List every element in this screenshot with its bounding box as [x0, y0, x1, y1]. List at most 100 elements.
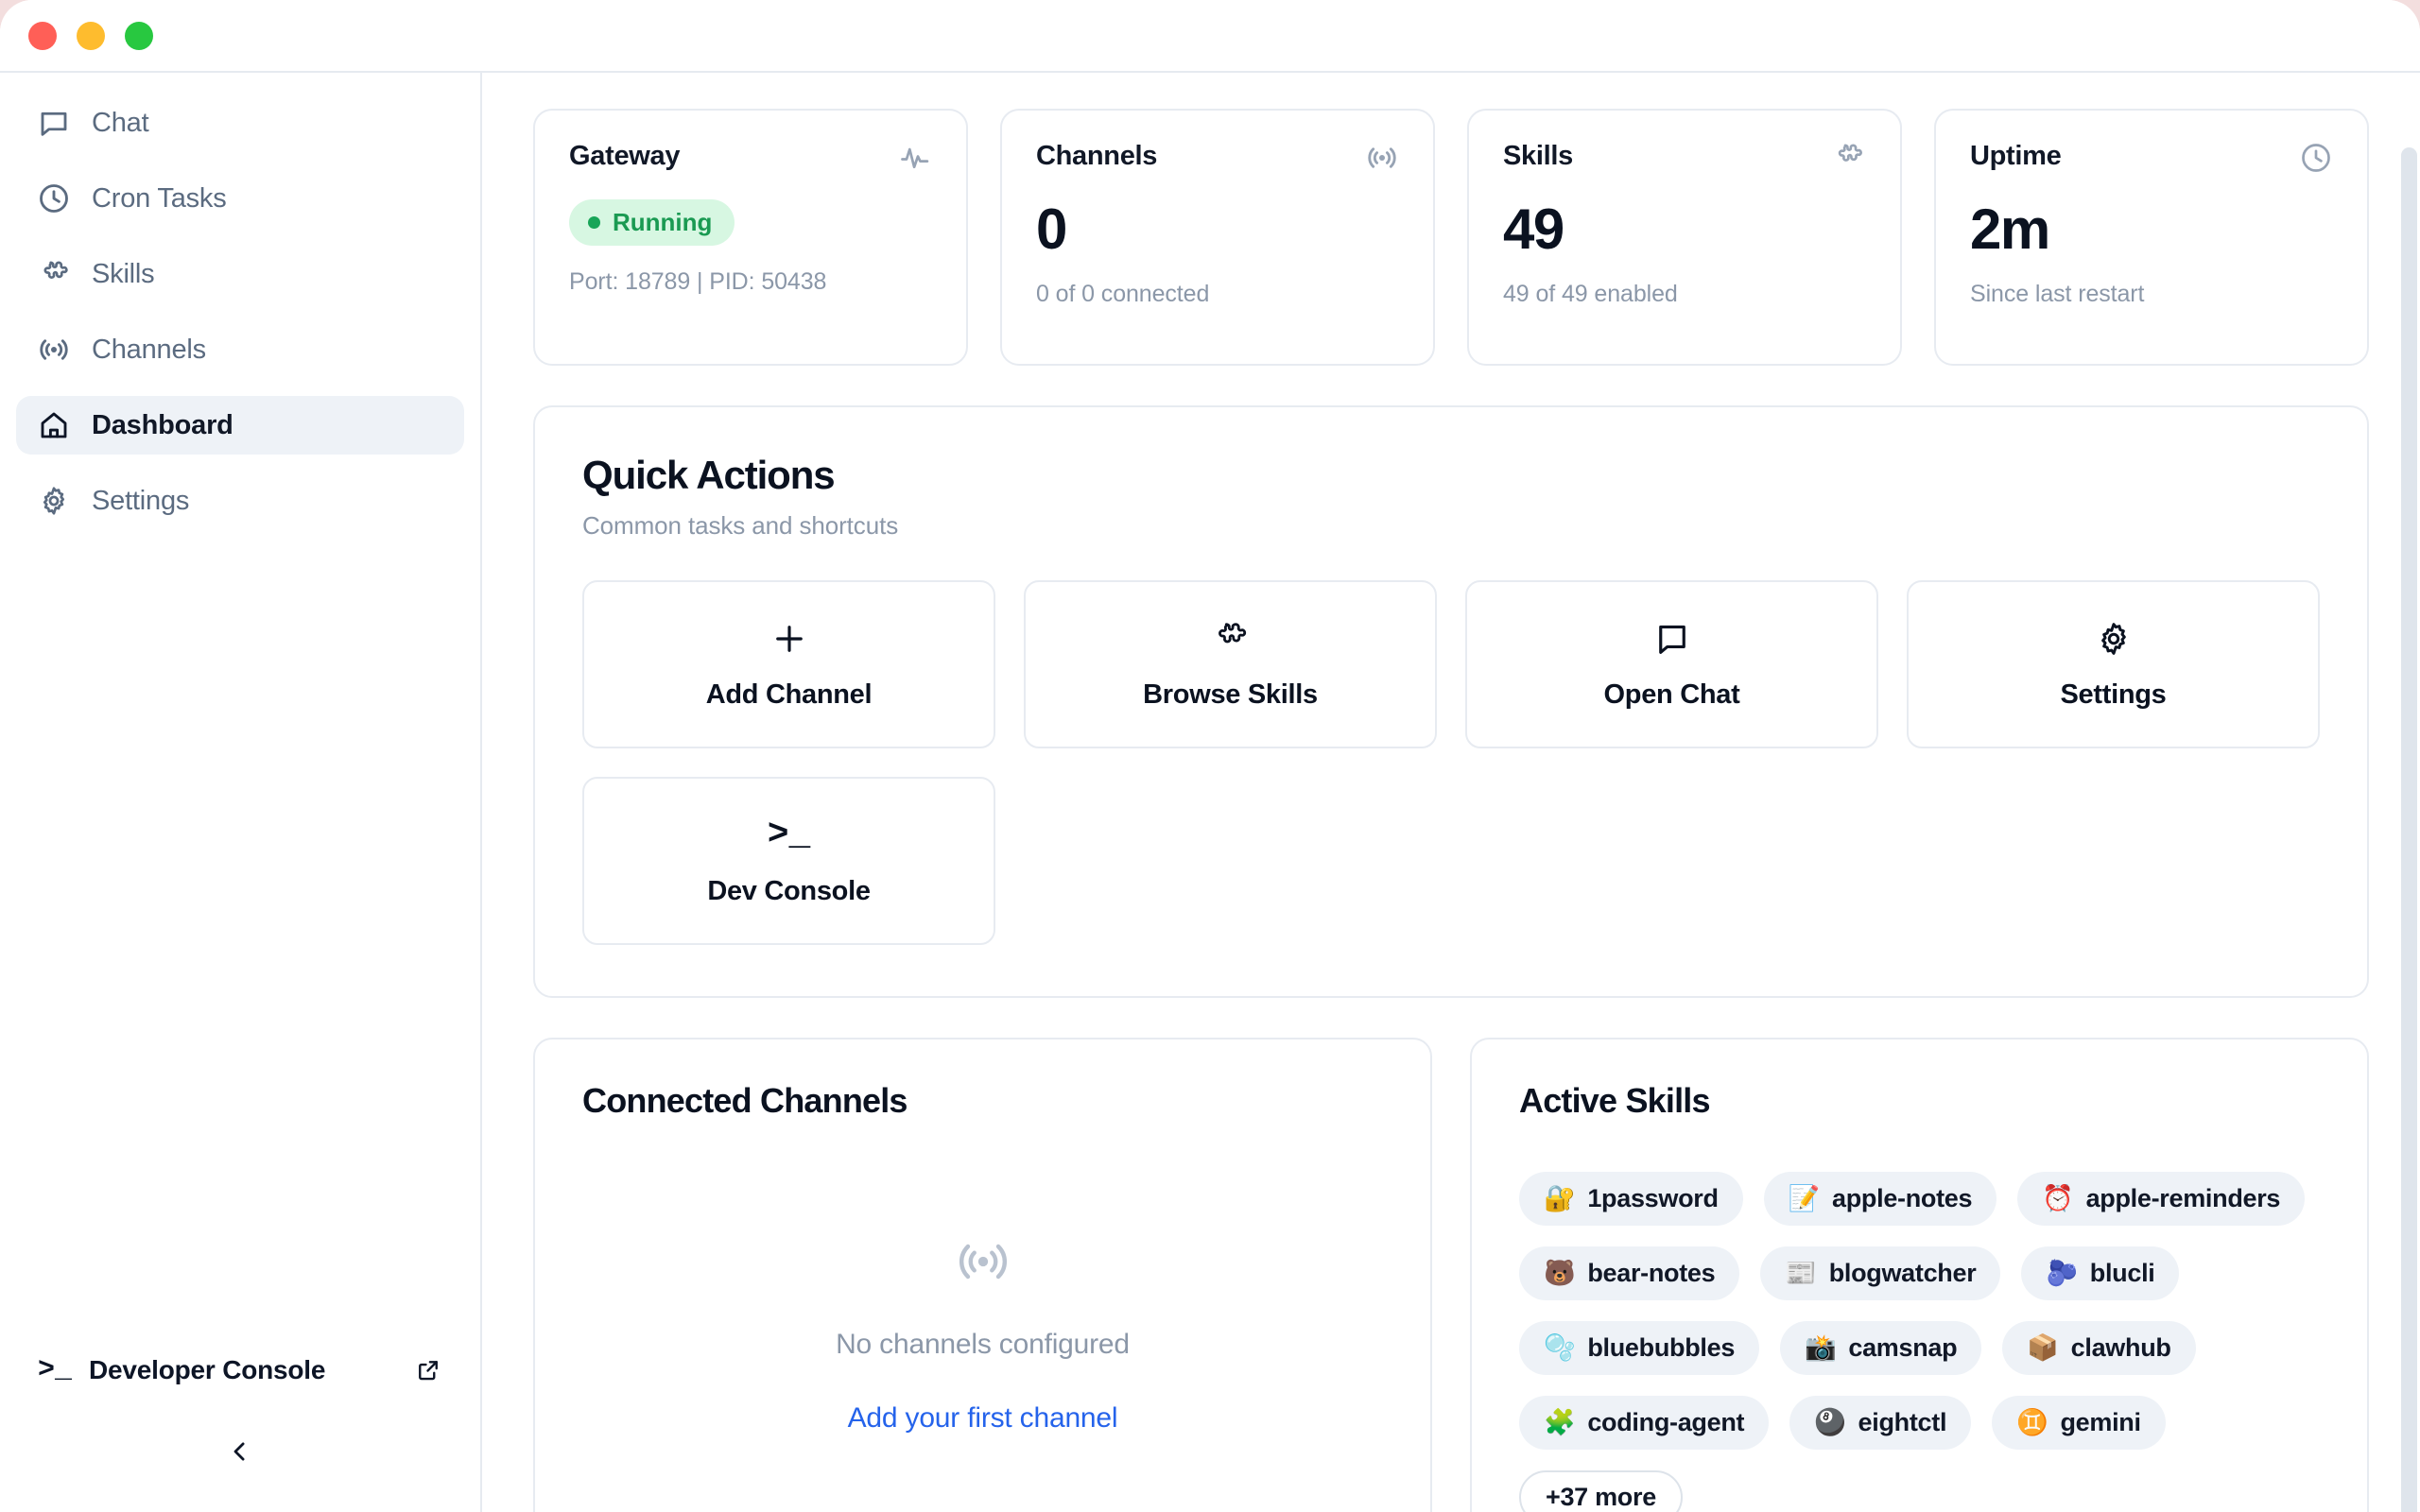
close-window-button[interactable]	[28, 21, 57, 50]
active-skills-chip-list: 🔐 1password 📝 apple-notes ⏰ apple-reminders…	[1519, 1172, 2320, 1512]
developer-console-button[interactable]: >_ Developer Console	[25, 1342, 456, 1399]
clock-icon	[2299, 141, 2333, 175]
skill-chip[interactable]: 🎱 eightctl	[1789, 1396, 1972, 1450]
sidebar-item-label: Dashboard	[92, 409, 233, 440]
add-first-channel-link[interactable]: Add your first channel	[847, 1402, 1118, 1434]
skill-chip-label: 1password	[1587, 1184, 1719, 1212]
more-skills-button[interactable]: +37 more	[1519, 1470, 1683, 1512]
minimize-window-button[interactable]	[77, 21, 105, 50]
skill-chip-label: bluebubbles	[1587, 1333, 1736, 1362]
scrollbar-thumb[interactable]	[2401, 147, 2417, 1512]
sidebar-item-label: Settings	[92, 485, 190, 516]
quick-action-label: Open Chat	[1603, 679, 1740, 710]
browse-skills-button[interactable]: Browse Skills	[1024, 580, 1437, 748]
plus-icon	[769, 619, 809, 659]
clock-icon	[37, 181, 71, 215]
sidebar-item-label: Skills	[92, 258, 155, 289]
quick-actions-card: Quick Actions Common tasks and shortcuts…	[533, 405, 2369, 998]
chevron-left-icon	[226, 1437, 254, 1466]
chat-bubble-icon	[1652, 619, 1692, 659]
skill-emoji-icon: ⏰	[2042, 1184, 2074, 1212]
stat-card-subtext: 49 of 49 enabled	[1503, 281, 1678, 307]
skill-chip[interactable]: 🫐 blucli	[2021, 1246, 2180, 1300]
puzzle-icon	[1832, 141, 1866, 175]
skill-emoji-icon: 🎱	[1814, 1408, 1846, 1436]
stat-card-uptime: Uptime 2m Since last restart	[1934, 109, 2369, 366]
puzzle-icon	[1211, 619, 1251, 659]
skill-emoji-icon: 📰	[1785, 1259, 1817, 1287]
skill-emoji-icon: 🫧	[1544, 1333, 1576, 1362]
gear-icon	[2094, 619, 2134, 659]
skill-chip[interactable]: ♊ gemini	[1992, 1396, 2166, 1450]
puzzle-icon	[37, 257, 71, 291]
stat-card-header: Uptime	[1970, 141, 2333, 175]
status-badge: Running	[569, 199, 735, 246]
maximize-window-button[interactable]	[125, 21, 153, 50]
sidebar-item-settings[interactable]: Settings	[16, 472, 464, 530]
skill-emoji-icon: 📸	[1805, 1333, 1837, 1362]
skill-emoji-icon: 📦	[2027, 1333, 2059, 1362]
sidebar-item-skills[interactable]: Skills	[16, 245, 464, 303]
skill-chip-label: coding-agent	[1587, 1408, 1745, 1436]
connected-channels-card: Connected Channels No channels configure…	[533, 1038, 1432, 1512]
stat-card-title: Skills	[1503, 141, 1573, 171]
skill-chip[interactable]: 🫧 bluebubbles	[1519, 1321, 1760, 1375]
settings-button[interactable]: Settings	[1907, 580, 2320, 748]
skill-chip[interactable]: 🔐 1password	[1519, 1172, 1743, 1226]
external-link-icon	[414, 1356, 442, 1384]
stats-row: Gateway Running Port: 18789 | PID: 50438	[533, 109, 2369, 366]
skill-emoji-icon: 🫐	[2046, 1259, 2078, 1287]
window-body: Chat Cron Tasks	[0, 73, 2420, 1512]
skill-chip[interactable]: 📦 clawhub	[2002, 1321, 2196, 1375]
skill-chip[interactable]: 📸 camsnap	[1780, 1321, 1982, 1375]
main-content: Gateway Running Port: 18789 | PID: 50438	[482, 73, 2420, 1512]
skill-chip-label: camsnap	[1848, 1333, 1958, 1362]
sidebar-item-channels[interactable]: Channels	[16, 320, 464, 379]
status-badge-label: Running	[613, 208, 713, 236]
stat-card-subtext: Since last restart	[1970, 281, 2145, 307]
traffic-light-group	[28, 21, 153, 50]
developer-console-label: Developer Console	[89, 1355, 326, 1384]
page-title: Quick Actions	[582, 453, 836, 497]
dev-console-button[interactable]: >_ Dev Console	[582, 777, 995, 945]
stat-card-title: Channels	[1036, 141, 1158, 171]
stat-card-header: Gateway	[569, 141, 932, 175]
skill-chip-label: eightctl	[1858, 1408, 1947, 1436]
stat-card-subtext: Port: 18789 | PID: 50438	[569, 268, 827, 295]
stat-card-value: 0	[1036, 198, 1067, 261]
skill-chip[interactable]: 🧩 coding-agent	[1519, 1396, 1770, 1450]
skill-chip-label: clawhub	[2070, 1333, 2171, 1362]
add-channel-button[interactable]: Add Channel	[582, 580, 995, 748]
skill-emoji-icon: 🔐	[1544, 1184, 1576, 1212]
stat-card-subtext: 0 of 0 connected	[1036, 281, 1210, 307]
stat-card-title: Uptime	[1970, 141, 2062, 171]
sidebar: Chat Cron Tasks	[0, 73, 482, 1512]
home-icon	[37, 408, 71, 442]
sidebar-item-label: Cron Tasks	[92, 182, 227, 214]
skill-chip[interactable]: 📰 blogwatcher	[1760, 1246, 2001, 1300]
skill-emoji-icon: 🐻	[1544, 1259, 1576, 1287]
collapse-sidebar-button[interactable]	[217, 1429, 263, 1474]
sidebar-footer: >_ Developer Console	[0, 1342, 480, 1512]
active-skills-title: Active Skills	[1519, 1081, 1711, 1120]
skill-chip[interactable]: 🐻 bear-notes	[1519, 1246, 1740, 1300]
skill-chip-label: blogwatcher	[1828, 1259, 1977, 1287]
sidebar-collapse-row	[0, 1429, 480, 1474]
skill-chip-label: gemini	[2060, 1408, 2141, 1436]
sidebar-item-dashboard[interactable]: Dashboard	[16, 396, 464, 455]
skill-emoji-icon: 🧩	[1544, 1408, 1576, 1436]
broadcast-icon	[37, 333, 71, 367]
skill-chip[interactable]: 📝 apple-notes	[1763, 1172, 1997, 1226]
stat-card-value: 49	[1503, 198, 1564, 261]
skill-chip[interactable]: ⏰ apple-reminders	[2017, 1172, 2306, 1226]
skill-chip-label: blucli	[2089, 1259, 2155, 1287]
stat-card-value: 2m	[1970, 198, 2050, 261]
sidebar-item-chat[interactable]: Chat	[16, 94, 464, 152]
sidebar-item-cron-tasks[interactable]: Cron Tasks	[16, 169, 464, 228]
stat-card-header: Channels	[1036, 141, 1399, 175]
active-skills-card: Active Skills 🔐 1password 📝 apple-notes ⏰ a…	[1470, 1038, 2369, 1512]
broadcast-icon	[954, 1232, 1012, 1291]
open-chat-button[interactable]: Open Chat	[1465, 580, 1878, 748]
broadcast-icon	[1365, 141, 1399, 175]
